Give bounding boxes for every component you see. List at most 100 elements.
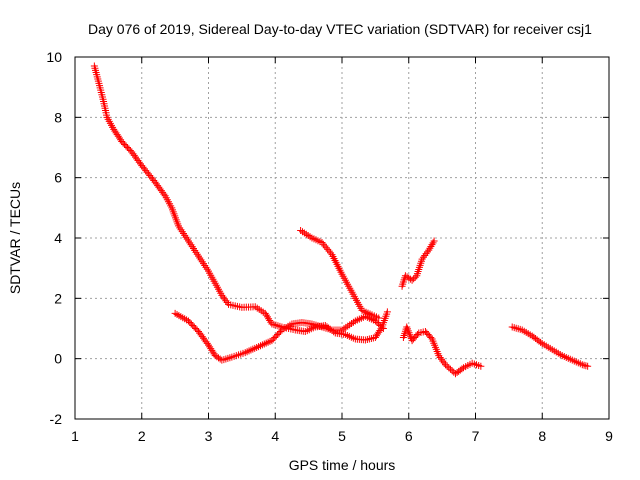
- chart-title: Day 076 of 2019, Sidereal Day-to-day VTE…: [88, 21, 592, 37]
- data-point: [222, 297, 230, 305]
- y-tick-label: 2: [54, 290, 62, 306]
- data-point: [413, 331, 421, 339]
- data-point: [123, 144, 131, 151]
- data-point: [436, 353, 444, 361]
- data-point: [268, 337, 276, 345]
- data-point: [584, 362, 592, 370]
- data-point: [187, 320, 195, 328]
- data-point: [437, 355, 445, 363]
- data-point: [537, 338, 545, 346]
- data-point: [327, 249, 335, 257]
- data-point: [119, 139, 127, 147]
- data-point: [192, 325, 200, 332]
- data-point: [208, 346, 216, 354]
- data-point: [319, 240, 327, 248]
- data-point: [371, 317, 379, 325]
- data-point: [375, 320, 383, 328]
- data-point: [272, 332, 280, 340]
- data-point: [322, 244, 330, 252]
- data-point: [425, 246, 433, 254]
- data-point: [189, 321, 197, 329]
- series-arc-5: [399, 323, 485, 378]
- series-arc-6: [508, 323, 592, 370]
- data-point: [118, 137, 126, 145]
- data-point: [125, 145, 133, 153]
- data-point: [261, 309, 269, 317]
- data-point: [423, 248, 431, 256]
- data-point: [207, 345, 215, 353]
- data-point: [321, 242, 329, 250]
- data-point: [184, 317, 192, 325]
- data-point: [430, 237, 438, 245]
- x-tick-label: 7: [472, 428, 480, 444]
- data-point: [206, 343, 214, 351]
- data-point: [446, 365, 454, 373]
- data-point: [422, 250, 430, 258]
- x-axis-label: GPS time / hours: [289, 457, 396, 473]
- x-tick-label: 3: [205, 428, 213, 444]
- x-tick-label: 8: [538, 428, 546, 444]
- data-point: [325, 247, 333, 255]
- y-tick-label: 8: [54, 109, 62, 125]
- data-point: [458, 365, 466, 373]
- series-arc-3: [297, 226, 383, 322]
- data-point: [209, 348, 217, 356]
- x-tick-labels: 1 2 3 4 5 6 7 8 9: [71, 428, 613, 444]
- data-point: [121, 140, 129, 148]
- data-point: [443, 362, 451, 370]
- data-point: [427, 334, 435, 342]
- data-point: [205, 341, 212, 349]
- data-point: [421, 251, 429, 259]
- data-point: [160, 190, 168, 198]
- data-point: [408, 276, 416, 284]
- data-point: [378, 323, 386, 331]
- data-point: [374, 330, 382, 338]
- data-point: [218, 291, 226, 299]
- data-point: [477, 362, 485, 370]
- data-point: [582, 362, 590, 370]
- data-point: [265, 315, 273, 323]
- data-point: [223, 299, 231, 307]
- data-point: [219, 293, 227, 301]
- data-point: [435, 352, 443, 360]
- data-point: [376, 321, 384, 329]
- grid: [75, 57, 609, 419]
- data-point: [439, 357, 447, 365]
- data-point: [274, 331, 282, 339]
- data-point: [221, 295, 229, 303]
- data-point: [445, 364, 453, 372]
- y-tick-label: 0: [54, 351, 62, 367]
- data-point: [375, 314, 383, 322]
- data-point: [383, 308, 391, 316]
- x-tick-label: 9: [605, 428, 613, 444]
- data-point: [410, 275, 418, 283]
- data-point: [428, 241, 436, 249]
- data-point: [262, 311, 270, 319]
- data-point: [269, 335, 277, 343]
- data-point: [411, 273, 419, 281]
- data-point: [375, 328, 383, 336]
- data-point: [263, 313, 271, 321]
- series-arc-4: [398, 237, 438, 290]
- data-point: [266, 316, 274, 324]
- data-point: [427, 242, 435, 250]
- data-point: [426, 244, 434, 252]
- data-point: [440, 359, 448, 367]
- y-tick-label: -2: [50, 411, 63, 427]
- series-arc-1: [90, 62, 391, 344]
- x-tick-label: 4: [271, 428, 279, 444]
- x-tick-label: 5: [338, 428, 346, 444]
- data-point: [318, 239, 326, 247]
- data-point: [271, 334, 279, 342]
- x-tick-label: 2: [138, 428, 146, 444]
- data-point: [371, 334, 379, 342]
- y-axis-label: SDTVAR / TECUs: [7, 182, 23, 294]
- data-point: [122, 142, 130, 150]
- data-point: [578, 361, 586, 369]
- data-point: [190, 323, 198, 331]
- y-tick-label: 10: [46, 49, 62, 65]
- y-tick-labels: -2 0 2 4 6 8 10: [46, 49, 62, 427]
- y-tick-label: 6: [54, 170, 62, 186]
- data-point: [275, 329, 283, 337]
- data-point: [379, 325, 387, 332]
